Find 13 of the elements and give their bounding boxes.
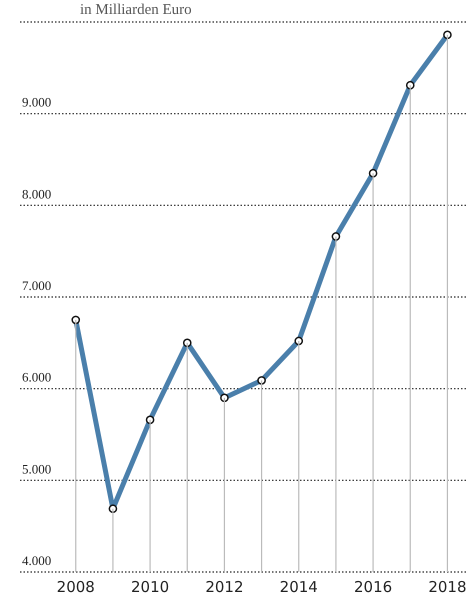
y-tick-label: 9.000 — [22, 94, 52, 110]
x-tick-label: 2012 — [205, 578, 244, 596]
chart-subtitle: in Milliarden Euro — [80, 2, 192, 18]
x-tick-label: 2014 — [280, 578, 318, 596]
y-tick-label: 4.000 — [22, 553, 52, 568]
y-tick-label: 7.000 — [22, 278, 52, 293]
x-tick-label: 2008 — [56, 578, 95, 596]
y-tick-label: 5.000 — [22, 461, 52, 476]
y-tick-label: 6.000 — [22, 370, 52, 385]
x-tick-label: 2018 — [428, 578, 467, 596]
x-tick-label: 2010 — [130, 578, 170, 596]
y-tick-label: 8.000 — [22, 186, 52, 202]
x-tick-label: 2016 — [354, 578, 392, 596]
